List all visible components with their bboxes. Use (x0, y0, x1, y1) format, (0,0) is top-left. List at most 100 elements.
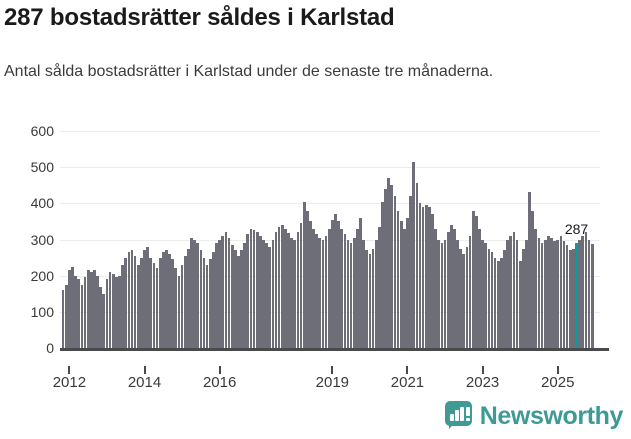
bar[interactable] (64, 284, 68, 348)
bar[interactable] (365, 250, 369, 348)
bar[interactable] (190, 237, 193, 348)
bar[interactable] (556, 239, 560, 348)
bar[interactable] (384, 188, 387, 348)
bar[interactable] (550, 237, 553, 348)
bar[interactable] (553, 241, 556, 348)
bar[interactable] (315, 234, 319, 348)
bar[interactable] (390, 185, 394, 348)
bar[interactable] (108, 272, 112, 348)
bar[interactable] (249, 228, 253, 348)
bar[interactable] (252, 230, 256, 348)
bar[interactable] (475, 216, 478, 348)
bar[interactable] (531, 210, 535, 348)
bar[interactable] (437, 239, 441, 348)
bar[interactable] (440, 243, 444, 348)
bar[interactable] (205, 264, 209, 348)
bar[interactable] (387, 178, 391, 348)
bar[interactable] (324, 235, 328, 348)
bar[interactable] (193, 239, 196, 348)
bar[interactable] (500, 257, 503, 348)
bar[interactable] (359, 217, 362, 348)
bar[interactable] (290, 237, 293, 348)
bar[interactable] (512, 232, 516, 348)
bar[interactable] (521, 248, 525, 348)
bar[interactable] (562, 241, 566, 348)
bar[interactable] (465, 246, 469, 348)
bar[interactable] (412, 161, 416, 348)
bar[interactable] (418, 203, 422, 348)
bar[interactable] (158, 257, 162, 348)
bar[interactable] (575, 243, 578, 348)
bar[interactable] (227, 237, 231, 348)
bar[interactable] (111, 273, 115, 348)
bar[interactable] (124, 257, 128, 348)
bar[interactable] (268, 246, 272, 348)
bar[interactable] (80, 284, 84, 348)
bar[interactable] (321, 239, 325, 348)
bar[interactable] (118, 275, 121, 348)
bar[interactable] (305, 210, 309, 348)
bar[interactable] (509, 235, 513, 348)
bar[interactable] (212, 252, 215, 348)
bar[interactable] (559, 235, 563, 348)
bar[interactable] (565, 244, 569, 348)
bar[interactable] (86, 270, 90, 348)
bar[interactable] (362, 239, 365, 348)
bar[interactable] (130, 250, 134, 348)
bar[interactable] (481, 239, 484, 348)
bar[interactable] (202, 257, 206, 348)
bar[interactable] (312, 228, 315, 348)
bar[interactable] (515, 239, 519, 348)
bar[interactable] (246, 234, 250, 348)
bar[interactable] (462, 253, 466, 348)
bar[interactable] (434, 228, 437, 348)
bar[interactable] (302, 201, 306, 348)
bar[interactable] (543, 239, 547, 348)
bar[interactable] (393, 196, 397, 348)
bar[interactable] (518, 261, 522, 348)
bar[interactable] (230, 244, 234, 348)
bar[interactable] (71, 266, 74, 348)
bar[interactable] (590, 244, 594, 348)
bar[interactable] (61, 290, 65, 348)
bar[interactable] (183, 255, 187, 348)
bar[interactable] (343, 234, 347, 348)
bar[interactable] (262, 239, 265, 348)
bar[interactable] (468, 235, 472, 348)
bar[interactable] (243, 243, 247, 348)
bar[interactable] (115, 277, 118, 348)
bar[interactable] (587, 239, 591, 348)
bar[interactable] (352, 237, 356, 348)
bar[interactable] (296, 232, 300, 348)
bar[interactable] (293, 239, 297, 348)
bar[interactable] (537, 237, 541, 348)
bar[interactable] (271, 239, 275, 348)
bar[interactable] (83, 277, 87, 348)
bar[interactable] (371, 248, 375, 348)
bar[interactable] (299, 223, 303, 348)
bar[interactable] (168, 253, 171, 348)
bar[interactable] (424, 205, 428, 348)
bar[interactable] (381, 201, 384, 348)
bar[interactable] (528, 192, 531, 348)
bar[interactable] (399, 221, 403, 348)
bar[interactable] (93, 270, 96, 348)
bar[interactable] (161, 252, 165, 348)
bar[interactable] (255, 232, 259, 348)
bar[interactable] (208, 259, 212, 348)
bar[interactable] (133, 255, 137, 348)
bar[interactable] (443, 239, 447, 348)
bar[interactable] (171, 259, 175, 348)
bar[interactable] (224, 232, 228, 348)
bar[interactable] (68, 270, 71, 348)
bar[interactable] (584, 232, 588, 348)
bar[interactable] (199, 250, 203, 348)
newsworthy-logo[interactable]: Newsworthy (444, 401, 623, 431)
bar[interactable] (277, 226, 281, 348)
bar[interactable] (415, 183, 419, 348)
bar[interactable] (89, 272, 93, 348)
bar[interactable] (578, 239, 581, 348)
bar[interactable] (146, 246, 149, 348)
bar[interactable] (177, 275, 181, 348)
bar[interactable] (540, 243, 544, 348)
